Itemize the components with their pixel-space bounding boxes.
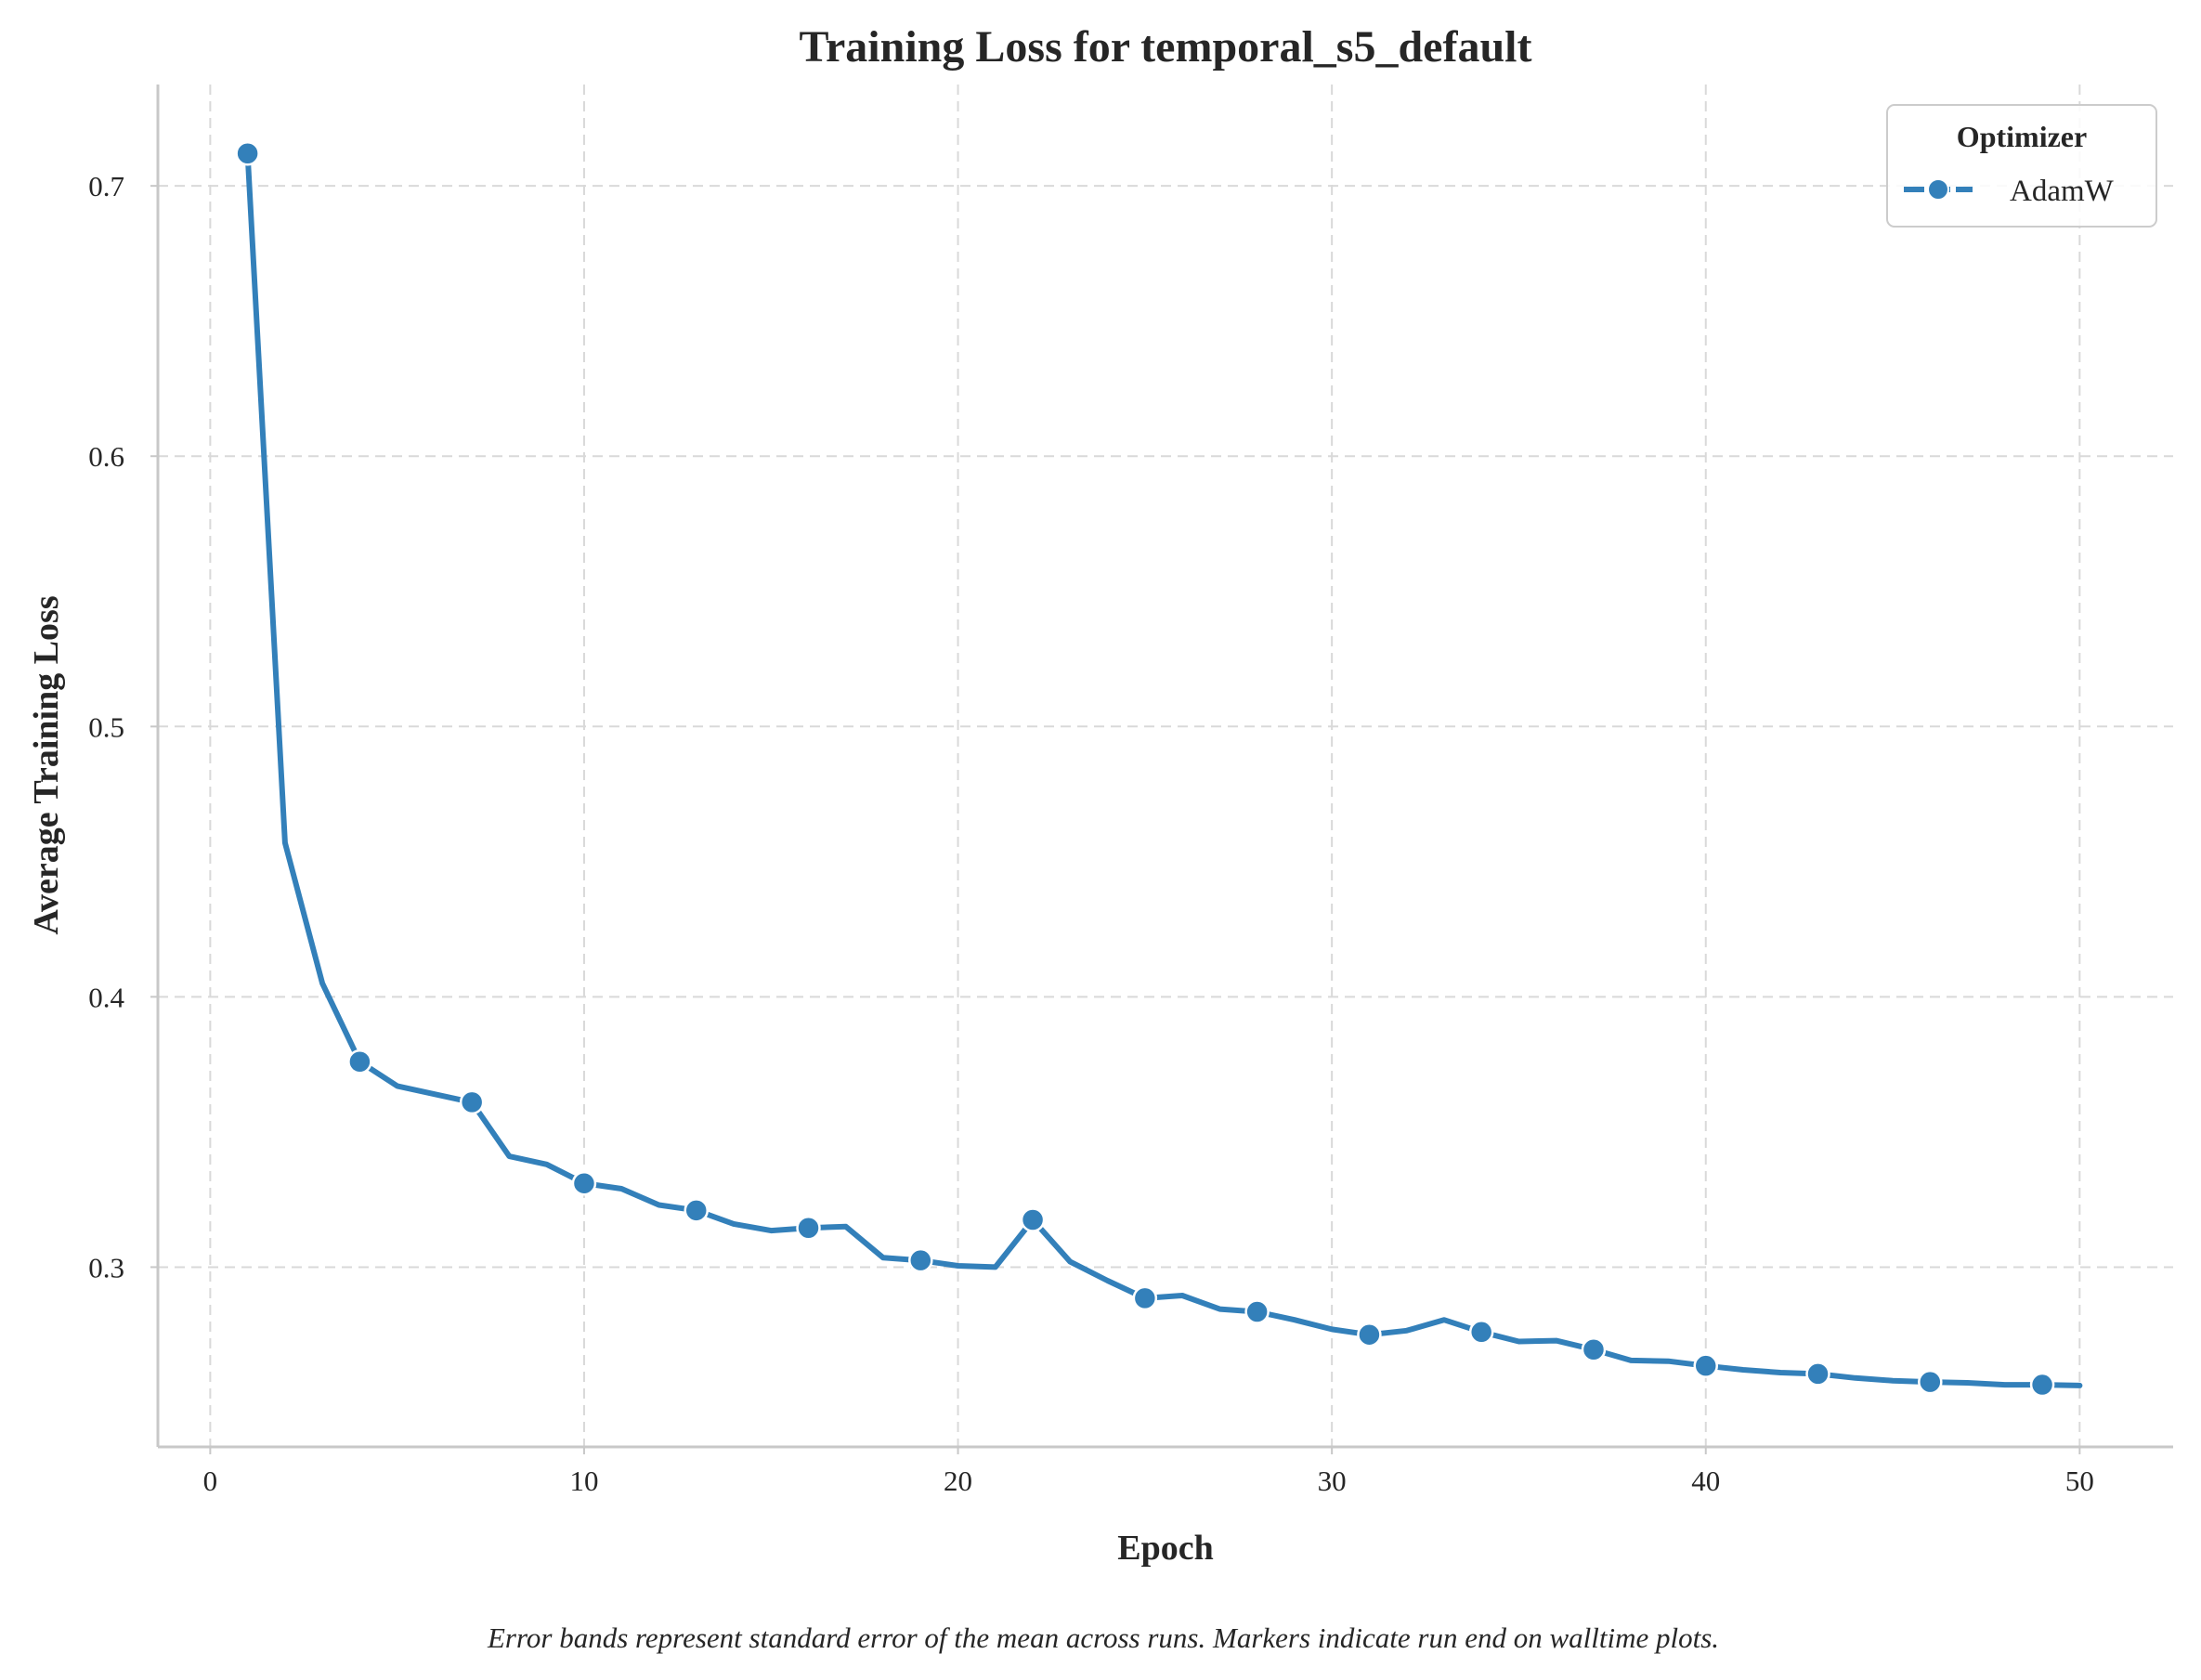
x-tick-label: 40 bbox=[1691, 1465, 1720, 1497]
data-point-marker bbox=[1805, 1361, 1830, 1387]
figure-caption: Error bands represent standard error of … bbox=[487, 1621, 1719, 1654]
data-point-marker bbox=[796, 1215, 821, 1241]
y-tick-label: 0.7 bbox=[88, 170, 124, 202]
legend-marker bbox=[1927, 178, 1949, 201]
y-tick-label: 0.4 bbox=[88, 981, 124, 1013]
data-point-marker bbox=[347, 1048, 372, 1074]
x-tick-label: 30 bbox=[1318, 1465, 1347, 1497]
ticks: 0 10 20 30 40 50 0.3 0.4 0.5 0.6 0.7 bbox=[88, 170, 2094, 1497]
data-point-marker bbox=[459, 1089, 485, 1115]
legend-title: Optimizer bbox=[1957, 120, 2087, 153]
data-point-marker bbox=[235, 140, 260, 166]
data-point-marker bbox=[1581, 1336, 1607, 1362]
x-tick-label: 20 bbox=[944, 1465, 972, 1497]
x-tick-label: 50 bbox=[2065, 1465, 2094, 1497]
data-point-marker bbox=[2029, 1372, 2055, 1398]
data-point-marker bbox=[1357, 1322, 1382, 1348]
data-point-marker bbox=[571, 1170, 597, 1196]
data-point-marker bbox=[1693, 1353, 1719, 1378]
grid bbox=[158, 85, 2173, 1447]
data-point-marker bbox=[1132, 1285, 1158, 1311]
x-tick-label: 10 bbox=[569, 1465, 598, 1497]
chart-title: Training Loss for temporal_s5_default bbox=[800, 22, 1532, 72]
data-point-marker bbox=[684, 1198, 709, 1223]
x-tick-label: 0 bbox=[203, 1465, 218, 1497]
series-line-adamw bbox=[244, 150, 2083, 1388]
data-point-marker bbox=[1244, 1299, 1270, 1324]
y-tick-label: 0.3 bbox=[88, 1251, 124, 1283]
data-point-marker bbox=[1918, 1369, 1943, 1395]
y-tick-label: 0.6 bbox=[88, 440, 124, 473]
data-point-marker bbox=[908, 1247, 933, 1273]
legend: Optimizer AdamW bbox=[1886, 104, 2157, 228]
y-axis-label: Average Training Loss bbox=[27, 595, 66, 934]
axes-spines bbox=[156, 85, 2173, 1449]
y-tick-label: 0.5 bbox=[88, 710, 124, 743]
data-point-marker bbox=[1020, 1207, 1046, 1232]
series-adamw bbox=[235, 140, 2083, 1398]
data-point-marker bbox=[1468, 1320, 1494, 1345]
x-axis-label: Epoch bbox=[1117, 1529, 1213, 1568]
legend-box bbox=[1886, 104, 2157, 228]
legend-entry-adamw: AdamW bbox=[2010, 175, 2115, 208]
